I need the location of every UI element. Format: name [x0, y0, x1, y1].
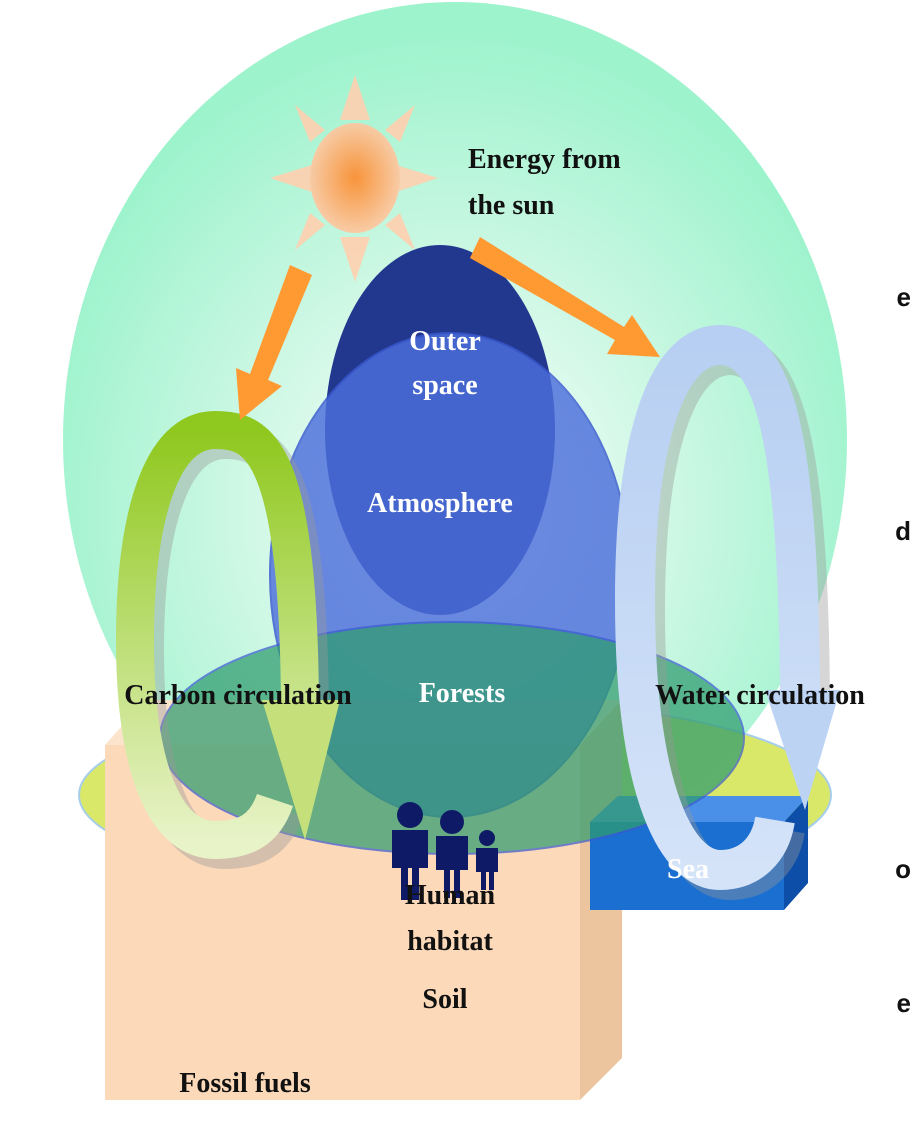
carbon-label: Carbon circulation [124, 680, 352, 711]
diagram: Energy from the sun Outer space Atmosphe… [0, 0, 912, 1122]
fossil-label: Fossil fuels [179, 1068, 311, 1099]
energy-label: the sun [468, 190, 555, 221]
atmosphere-label: Atmosphere [367, 488, 513, 519]
edge-fragment: e [897, 282, 911, 312]
sea-label: Sea [667, 854, 709, 885]
soil-label: Soil [422, 984, 467, 1015]
edge-fragment: d [895, 516, 911, 546]
human-label: Human [405, 880, 496, 911]
human-label: habitat [407, 926, 493, 957]
outer-space-label: Outer [409, 326, 481, 357]
edge-fragment: e [897, 988, 911, 1018]
water-label: Water circulation [655, 680, 865, 711]
outer-space-label: space [412, 370, 477, 401]
energy-label: Energy from [468, 144, 621, 175]
edge-fragment: o [895, 854, 911, 884]
forests-label: Forests [419, 678, 506, 709]
